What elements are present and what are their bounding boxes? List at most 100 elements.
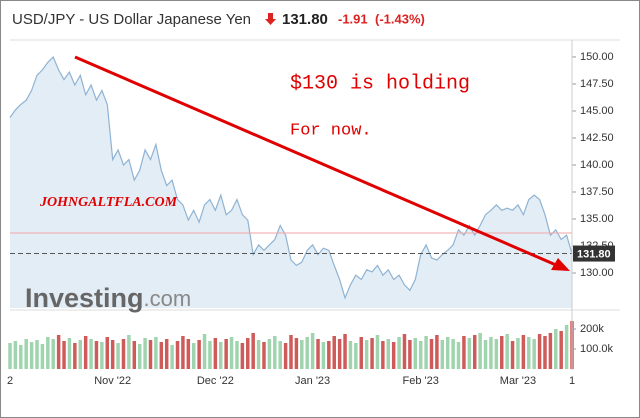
trend-arrowhead	[551, 258, 570, 271]
y-tick-label: 150.00	[580, 51, 614, 63]
y-tick-label: 147.50	[580, 78, 614, 90]
watermark-suffix: .com	[144, 286, 192, 311]
volume-bar	[19, 345, 23, 369]
volume-bar	[67, 338, 72, 369]
volume-bar	[224, 339, 228, 369]
volume-bar	[24, 339, 28, 369]
annotation: JOHNGALTFLA.COM	[39, 195, 178, 210]
volume-bar	[110, 340, 115, 369]
volume-bar	[159, 342, 164, 369]
volume-bar	[175, 341, 180, 369]
x-tick-label: Feb '23	[403, 375, 439, 387]
price-marker-label: 131.80	[577, 248, 611, 260]
watermark: Investing.com	[25, 283, 191, 313]
volume-bar	[397, 337, 401, 369]
price-marker-box	[573, 245, 615, 262]
volume-bar	[343, 334, 347, 369]
volume-bar	[73, 343, 77, 369]
volume-bar	[256, 340, 261, 369]
price-area	[10, 57, 572, 308]
volume-bar	[13, 341, 18, 369]
volume-bar	[364, 340, 369, 369]
volume-bar	[121, 339, 126, 369]
volume-bar	[489, 337, 493, 369]
volume-bar	[191, 343, 196, 369]
volume-bar	[435, 335, 439, 369]
volume-bar	[564, 325, 569, 369]
change-pct: (-1.43%)	[375, 11, 425, 26]
volume-bar	[418, 341, 423, 369]
volume-bar	[337, 339, 342, 369]
volume-bar	[440, 340, 445, 369]
volume-bar	[56, 335, 61, 369]
volume-bar	[559, 331, 563, 369]
volume-bar	[46, 337, 50, 369]
y-tick-label: 140.00	[580, 159, 614, 171]
volume-bar	[62, 341, 66, 369]
volume-bar	[500, 336, 504, 369]
volume-bar	[132, 341, 137, 369]
volume-bar	[451, 339, 455, 369]
volume-bar	[510, 341, 515, 369]
volume-bar	[40, 344, 45, 369]
volume-bar	[321, 342, 326, 369]
volume-bar	[305, 337, 309, 369]
volume-bar	[29, 342, 34, 369]
volume-bar	[462, 336, 466, 369]
volume-bar	[262, 342, 266, 369]
x-tick-label: 1	[569, 375, 575, 387]
volume-bar	[219, 342, 223, 369]
volume-bar	[375, 335, 380, 369]
volume-bar	[246, 338, 250, 369]
volume-bar	[273, 336, 277, 369]
volume-bar	[543, 336, 547, 369]
down-arrow	[265, 13, 276, 25]
volume-bar	[472, 335, 477, 369]
volume-bar	[527, 337, 531, 369]
volume-tick-label: 100.0k	[580, 343, 614, 355]
volume-bar	[283, 343, 288, 369]
volume-bar	[370, 338, 374, 369]
volume-bar	[116, 343, 120, 369]
volume-bar	[83, 336, 88, 369]
volume-bar	[327, 341, 331, 369]
volume-bar	[94, 341, 99, 369]
x-tick-label: Nov '22	[94, 375, 131, 387]
y-tick-label: 135.00	[580, 213, 614, 225]
y-tick-label: 142.50	[580, 132, 614, 144]
volume-bar	[445, 337, 450, 369]
volume-bar	[229, 337, 234, 369]
volume-bar	[413, 338, 418, 369]
volume-bar	[213, 338, 218, 369]
volume-bar	[164, 339, 169, 369]
title: USD/JPY - US Dollar Japanese Yen	[12, 11, 251, 28]
volume-bar	[51, 339, 55, 369]
x-tick-label: Mar '23	[500, 375, 536, 387]
volume-bar	[408, 340, 412, 369]
volume-bar	[359, 337, 363, 369]
y-tick-label: 130.00	[580, 267, 614, 279]
volume-bar	[554, 329, 558, 369]
x-tick-label: Dec '22	[197, 375, 234, 387]
volume-bar	[532, 339, 536, 369]
volume-bar	[289, 335, 293, 369]
volume-bar	[300, 340, 304, 369]
volume-bar	[294, 338, 299, 369]
volume-bar	[89, 339, 93, 369]
volume-bar	[208, 341, 212, 369]
volume-bar	[402, 334, 407, 369]
volume-bar	[105, 337, 110, 369]
volume-bar	[100, 342, 104, 369]
volume-bar	[467, 338, 472, 369]
volume-bar	[456, 342, 461, 369]
volume-bar	[494, 339, 499, 369]
watermark-name: Investing	[25, 283, 144, 313]
volume-bar	[381, 341, 385, 369]
volume-bar	[391, 342, 396, 369]
volume-bar	[251, 333, 255, 369]
volume-bar	[505, 334, 509, 369]
volume-bar	[235, 341, 239, 369]
volume-bar	[154, 337, 158, 369]
price: 131.80	[282, 11, 328, 28]
